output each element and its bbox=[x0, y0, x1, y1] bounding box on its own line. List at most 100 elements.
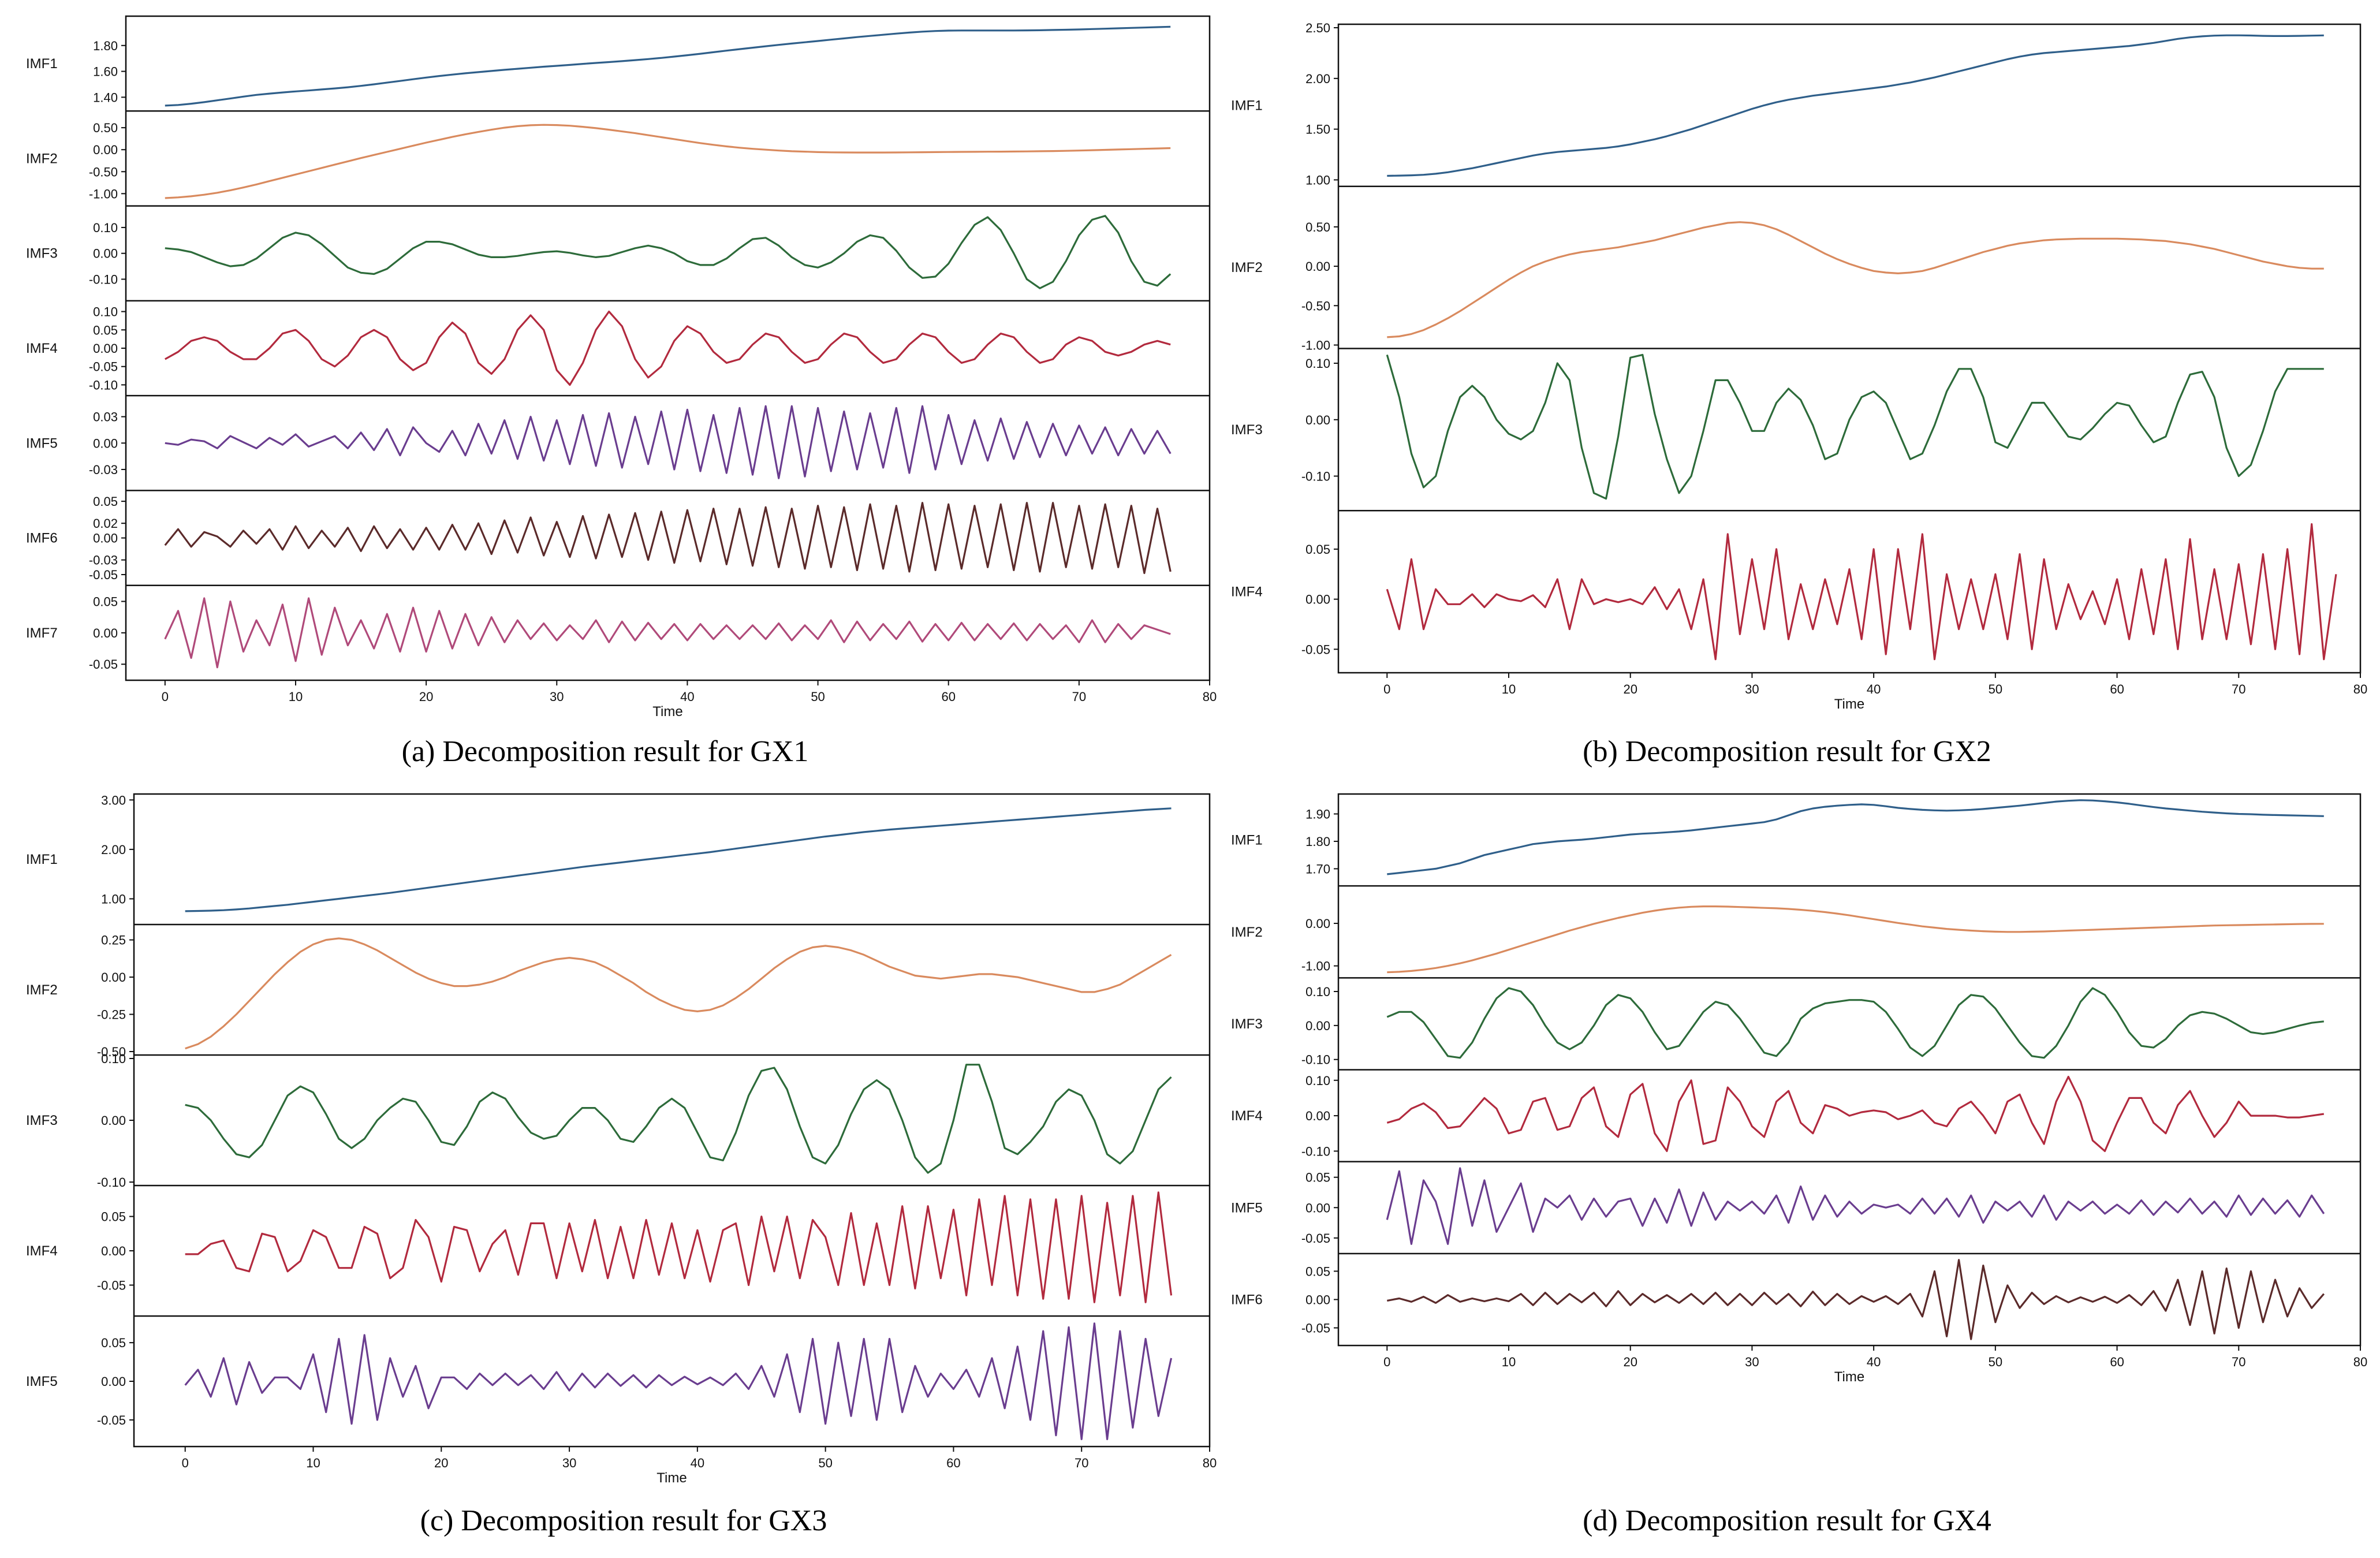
series-label-imf1: IMF1 bbox=[26, 852, 58, 867]
x-tick-label: 80 bbox=[1203, 689, 1217, 704]
x-tick-label: 60 bbox=[946, 1456, 960, 1470]
y-tick-label: 0.00 bbox=[1305, 413, 1330, 427]
subplot-imf3: -0.10 0.00 0.10 IMF3 bbox=[1231, 977, 2360, 1067]
panel-caption: (c) Decomposition result for GX3 bbox=[420, 1504, 827, 1537]
x-tick-label: 80 bbox=[2353, 682, 2367, 696]
y-tick-label: 0.05 bbox=[101, 1210, 126, 1224]
y-tick-label: 0.00 bbox=[93, 436, 118, 450]
x-tick-label: 30 bbox=[1745, 682, 1759, 696]
series-label-imf5: IMF5 bbox=[26, 1374, 58, 1389]
y-tick-label: 0.00 bbox=[1305, 1292, 1330, 1307]
series-line-imf5 bbox=[165, 405, 1172, 479]
series-line-imf4 bbox=[1386, 523, 2337, 661]
x-tick-label: 30 bbox=[550, 689, 564, 704]
y-tick-label: 1.90 bbox=[1305, 807, 1330, 821]
subplot-imf4: -0.05 0.00 0.05 IMF4 bbox=[1231, 510, 2360, 661]
subplot-imf6: -0.05-0.03 0.000.02 0.05 IMF6 bbox=[26, 490, 1210, 582]
series-label-imf7: IMF7 bbox=[26, 625, 58, 641]
series-label-imf1: IMF1 bbox=[1231, 833, 1263, 848]
x-tick-label: 10 bbox=[306, 1456, 320, 1470]
plot-frame bbox=[133, 793, 1211, 1448]
y-tick-label: 0.50 bbox=[1305, 220, 1330, 234]
y-tick-label: -0.05 bbox=[1301, 1231, 1330, 1246]
x-tick-label: 50 bbox=[811, 689, 825, 704]
x-axis-title: Time bbox=[656, 1470, 687, 1486]
y-tick-label: 1.40 bbox=[93, 90, 118, 105]
x-tick-label: 70 bbox=[1072, 689, 1086, 704]
series-label-imf3: IMF3 bbox=[26, 1113, 58, 1128]
x-tick-label: 20 bbox=[419, 689, 433, 704]
subplot-imf5: -0.05 0.00 0.05 IMF5 bbox=[1231, 1161, 2360, 1246]
y-tick-label: 2.50 bbox=[1305, 21, 1330, 35]
series-label-imf2: IMF2 bbox=[26, 982, 58, 998]
x-tick-label: 40 bbox=[691, 1456, 704, 1470]
x-tick-label: 40 bbox=[1867, 1355, 1881, 1369]
y-tick-label: -0.10 bbox=[89, 273, 118, 287]
chart-panel-4: 1.70 1.80 1.90 IMF1 -1.00 0.00 IMF2 -0.10 0.00 0.… bbox=[1231, 793, 2367, 1537]
x-tick-label: 40 bbox=[1867, 682, 1881, 696]
x-axis-title: Time bbox=[1834, 1369, 1864, 1385]
x-tick-label: 10 bbox=[1502, 682, 1516, 696]
y-tick-label: 2.00 bbox=[1305, 72, 1330, 86]
y-tick-label: 0.00 bbox=[101, 970, 126, 985]
series-line-imf2 bbox=[165, 124, 1171, 199]
series-label-imf1: IMF1 bbox=[26, 56, 58, 72]
series-line-imf2 bbox=[185, 937, 1172, 1050]
series-line-imf3 bbox=[185, 1064, 1172, 1174]
y-tick-label: -1.00 bbox=[1301, 338, 1330, 353]
y-tick-label: 0.05 bbox=[101, 1336, 126, 1350]
series-line-imf1 bbox=[165, 25, 1171, 107]
y-tick-label: 0.05 bbox=[93, 494, 118, 509]
series-label-imf2: IMF2 bbox=[1231, 925, 1263, 940]
series-label-imf3: IMF3 bbox=[1231, 422, 1263, 438]
x-tick-label: 20 bbox=[434, 1456, 448, 1470]
subplot-imf5: -0.05 0.00 0.05 IMF5 bbox=[26, 1315, 1210, 1440]
y-tick-label: -0.50 bbox=[97, 1045, 126, 1059]
subplot-imf2: -1.00 0.00 IMF2 bbox=[1231, 885, 2360, 974]
y-tick-label: 0.03 bbox=[93, 410, 118, 424]
series-label-imf6: IMF6 bbox=[1231, 1292, 1263, 1307]
y-tick-label: -0.05 bbox=[1301, 1321, 1330, 1335]
subplot-imf4: -0.10 0.00 0.10 IMF4 bbox=[1231, 1069, 2360, 1158]
y-tick-label: -0.03 bbox=[89, 553, 118, 568]
subplot-imf6: -0.05 0.00 0.05 IMF6 bbox=[1231, 1253, 2360, 1340]
subplot-imf2: -1.00 -0.50 0.00 0.50 IMF2 bbox=[26, 110, 1210, 201]
y-tick-label: 0.00 bbox=[1305, 916, 1330, 931]
series-label-imf5: IMF5 bbox=[1231, 1200, 1263, 1216]
y-tick-label: 0.00 bbox=[93, 531, 118, 546]
x-tick-label: 0 bbox=[162, 689, 169, 704]
x-tick-label: 30 bbox=[562, 1456, 576, 1470]
series-label-imf4: IMF4 bbox=[26, 341, 58, 356]
series-line-imf7 bbox=[164, 597, 1171, 669]
series-line-imf3 bbox=[1386, 987, 2324, 1059]
y-tick-label: -0.05 bbox=[89, 568, 118, 582]
y-tick-label: 1.50 bbox=[1305, 122, 1330, 137]
y-tick-label: -0.05 bbox=[89, 657, 118, 672]
y-tick-label: 0.10 bbox=[93, 305, 118, 319]
y-tick-label: 0.00 bbox=[1305, 592, 1330, 607]
subplot-imf1: 1.40 1.60 1.80 IMF1 bbox=[26, 25, 1171, 107]
chart-panel-3: 1.002.003.00IMF1-0.50-0.250.000.25IMF2-0… bbox=[26, 793, 1217, 1537]
y-tick-label: 0.00 bbox=[101, 1244, 126, 1258]
y-tick-label: 0.10 bbox=[1305, 356, 1330, 371]
subplot-imf5: -0.03 0.00 0.03 IMF5 bbox=[26, 394, 1210, 479]
y-tick-label: -0.10 bbox=[1301, 1144, 1330, 1158]
series-line-imf1 bbox=[1387, 799, 2324, 875]
panel-caption: (b) Decomposition result for GX2 bbox=[1583, 735, 1991, 768]
y-tick-label: -1.00 bbox=[1301, 959, 1330, 974]
y-tick-label: 1.70 bbox=[1305, 862, 1330, 876]
y-tick-label: 0.05 bbox=[1305, 542, 1330, 557]
y-tick-label: 0.00 bbox=[101, 1113, 126, 1128]
y-tick-label: 0.00 bbox=[101, 1374, 126, 1389]
subplot-imf1: 1.00 2.00 3.00 IMF1 bbox=[26, 793, 1172, 912]
y-tick-label: 0.10 bbox=[93, 221, 118, 235]
x-tick-label: 50 bbox=[1989, 1355, 2002, 1369]
y-tick-label: 0.10 bbox=[1305, 985, 1330, 999]
x-tick-label: 70 bbox=[1075, 1456, 1088, 1470]
subplot-imf2: -0.50 -0.25 0.00 0.25 IMF2 bbox=[26, 923, 1210, 1059]
x-axis-title: Time bbox=[1834, 696, 1864, 712]
series-label-imf1: IMF1 bbox=[1231, 98, 1263, 113]
x-tick-label: 60 bbox=[2110, 682, 2124, 696]
subplot-imf1: 1.70 1.80 1.90 IMF1 bbox=[1231, 799, 2324, 876]
